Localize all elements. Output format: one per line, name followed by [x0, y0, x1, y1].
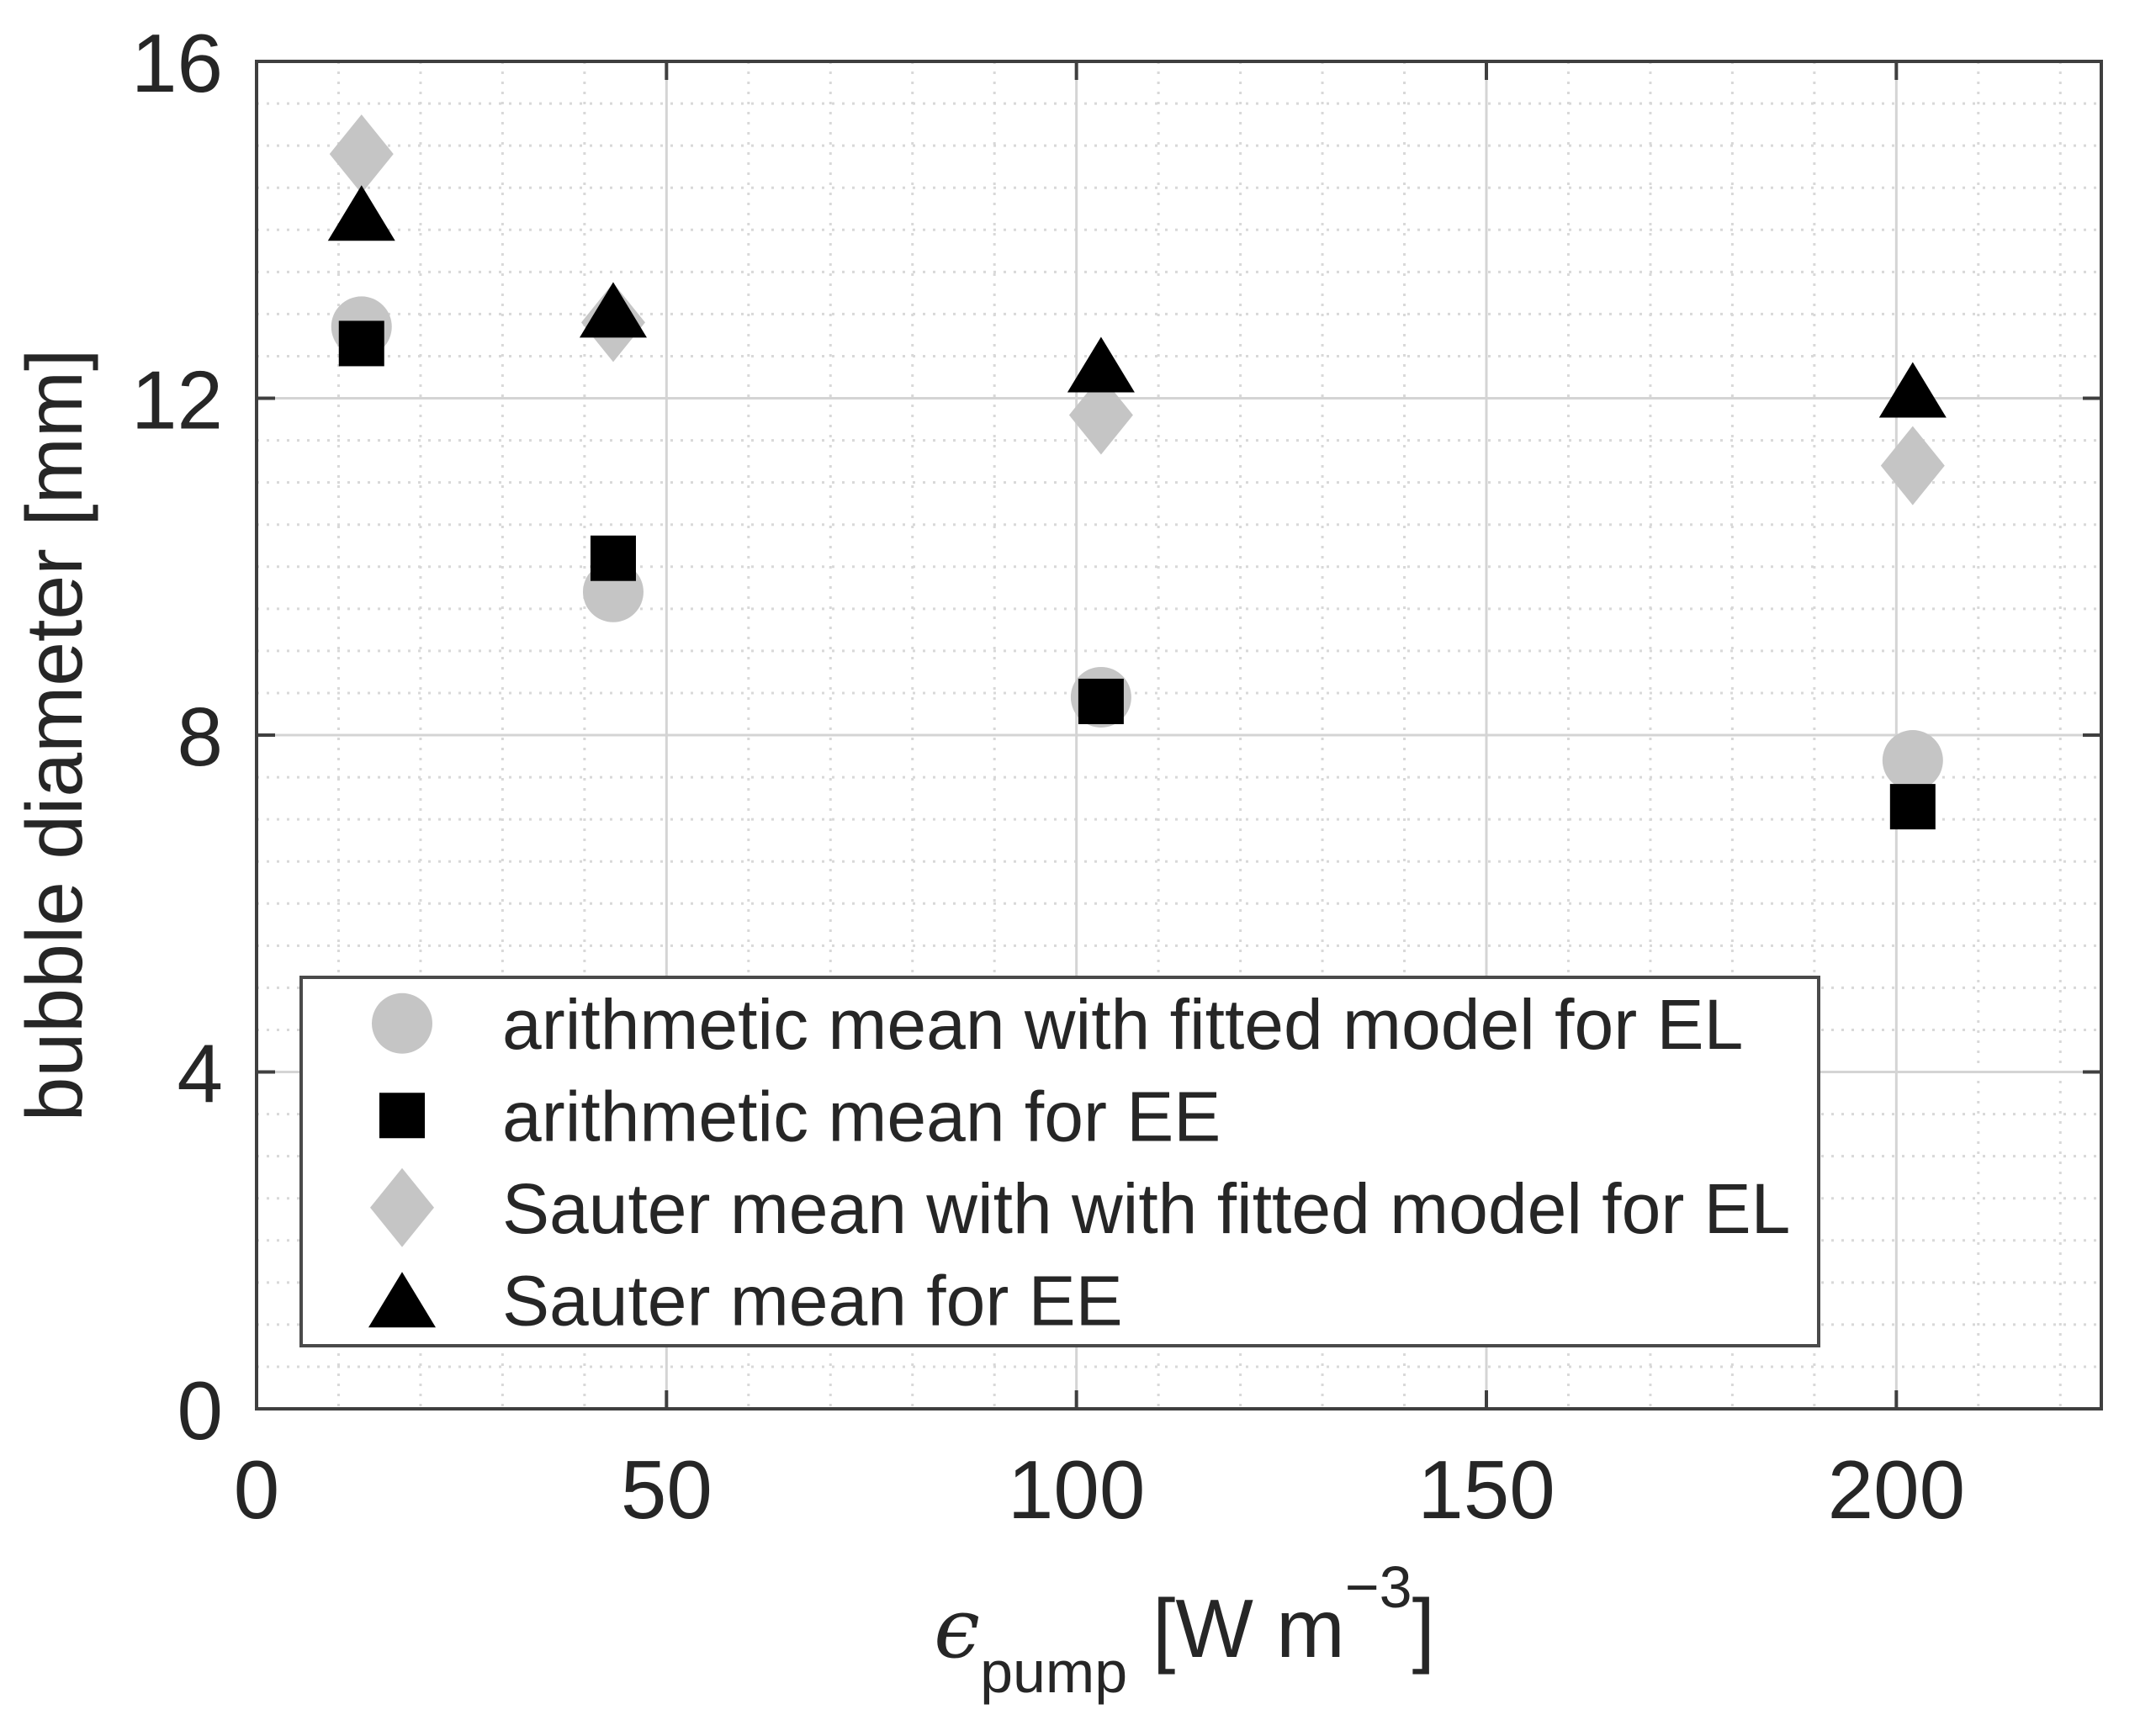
y-tick-label: 0	[177, 1364, 223, 1457]
marker-square	[338, 320, 384, 367]
epsilon-symbol: ϵ	[934, 1581, 980, 1677]
x-tick-label: 150	[1417, 1443, 1555, 1536]
x-axis-label-subscript: pump	[980, 1639, 1127, 1705]
marker-triangle	[579, 282, 647, 338]
axis-ticks	[257, 61, 2101, 1409]
x-axis-label-exponent: −3	[1345, 1554, 1412, 1620]
marker-diamond	[329, 114, 394, 194]
marker-square	[379, 1093, 425, 1139]
legend-box	[299, 976, 1820, 1347]
marker-triangle	[327, 185, 395, 241]
y-tick-label: 8	[177, 691, 223, 783]
x-tick-label: 0	[234, 1443, 280, 1536]
x-tick-labels: 0 50 100 150 200	[234, 1443, 1965, 1536]
marker-triangle	[368, 1272, 436, 1328]
legend: arithmetic mean with fitted model for EL…	[299, 976, 1820, 1347]
legend-rows: arithmetic mean with fitted model for EL…	[368, 985, 1790, 1340]
x-tick-label: 100	[1008, 1443, 1146, 1536]
marker-triangle	[1878, 362, 1947, 418]
y-tick-labels: 0 4 8 12 16	[131, 17, 223, 1457]
x-axis-label-unit: [W m	[1152, 1582, 1345, 1675]
marker-square	[1889, 784, 1936, 830]
legend-label: Sauter mean for EE	[502, 1261, 1123, 1340]
marker-square	[590, 535, 636, 581]
legend-row: arithmetic mean for EE	[379, 1077, 1221, 1156]
x-tick-label: 50	[621, 1443, 712, 1536]
marker-diamond	[370, 1167, 434, 1247]
data-markers	[327, 114, 1947, 830]
y-tick-label: 16	[131, 17, 223, 109]
marker-triangle	[1067, 336, 1135, 393]
marker-square	[1078, 678, 1124, 724]
marker-circle	[1882, 730, 1943, 791]
marker-diamond	[1068, 375, 1133, 455]
y-tick-label: 4	[177, 1028, 223, 1120]
legend-row: Sauter mean with with fitted model for E…	[370, 1167, 1790, 1248]
y-axis-label: bubble diameter [mm]	[10, 349, 99, 1122]
marker-diamond	[1880, 426, 1945, 505]
x-axis-label-unit-close: ]	[1412, 1582, 1435, 1675]
x-tick-label: 200	[1828, 1443, 1966, 1536]
legend-label: arithmetic mean for EE	[502, 1077, 1221, 1156]
legend-row: Sauter mean for EE	[368, 1261, 1123, 1340]
legend-label: Sauter mean with with fitted model for E…	[502, 1169, 1790, 1248]
legend-label: arithmetic mean with fitted model for EL	[502, 985, 1743, 1064]
y-tick-label: 12	[131, 354, 223, 447]
x-axis-label: ϵpump [W m−3]	[934, 1554, 1435, 1705]
legend-row: arithmetic mean with fitted model for EL	[372, 985, 1743, 1064]
marker-circle	[372, 992, 432, 1054]
